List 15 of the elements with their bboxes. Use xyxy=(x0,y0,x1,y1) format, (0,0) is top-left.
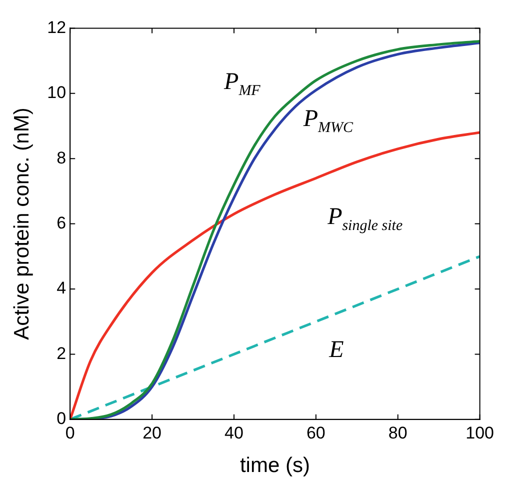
x-tick-label: 60 xyxy=(306,423,326,442)
y-tick-label: 10 xyxy=(47,83,66,102)
x-axis-title: time (s) xyxy=(240,454,310,478)
x-tick-label: 20 xyxy=(142,423,162,442)
x-tick-label: 100 xyxy=(466,423,494,442)
y-tick-label: 12 xyxy=(47,18,66,37)
y-tick-label: 8 xyxy=(56,148,66,168)
y-tick-label: 6 xyxy=(56,213,66,232)
series-label: E xyxy=(328,336,344,363)
y-tick-label: 2 xyxy=(56,344,66,363)
y-tick-label: 4 xyxy=(56,278,66,298)
x-tick-label: 40 xyxy=(224,423,244,442)
x-tick-label: 80 xyxy=(388,423,408,442)
y-axis-title: Active protein conc. (nM) xyxy=(10,108,34,340)
y-tick-label: 0 xyxy=(56,409,66,428)
